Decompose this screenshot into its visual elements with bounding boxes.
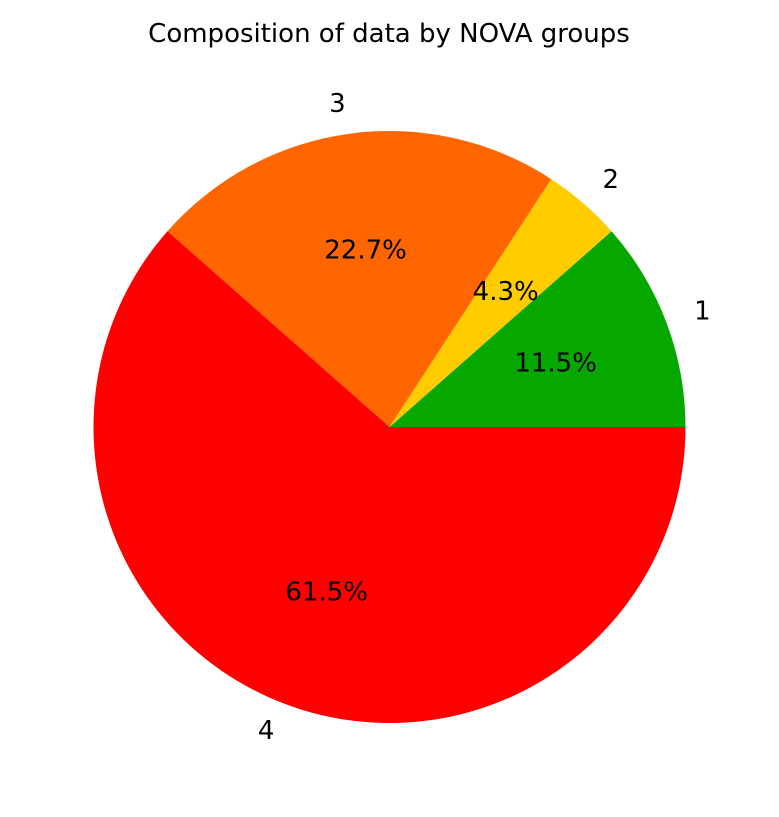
slice-label-1: 1 bbox=[694, 296, 711, 326]
slice-label-4: 4 bbox=[258, 716, 275, 746]
pie-slices bbox=[93, 131, 686, 724]
pie-slice-3 bbox=[167, 131, 552, 427]
pie-slice-1 bbox=[389, 231, 686, 427]
chart-title: Composition of data by NOVA groups bbox=[148, 19, 630, 49]
slice-label-2: 2 bbox=[603, 165, 620, 195]
slice-label-3: 3 bbox=[329, 89, 346, 119]
pie-slice-2 bbox=[389, 179, 612, 427]
pie-slice-4 bbox=[93, 231, 686, 724]
slice-percent-label-3: 22.7% bbox=[324, 236, 407, 266]
slice-percent-label-1: 11.5% bbox=[514, 349, 597, 379]
slice-percent-label-4: 61.5% bbox=[285, 578, 368, 608]
slice-percent-label-2: 4.3% bbox=[473, 277, 539, 307]
pie-labels: 1 11.5% 2 4.3% 3 22.7% 4 61.5% bbox=[258, 89, 711, 746]
